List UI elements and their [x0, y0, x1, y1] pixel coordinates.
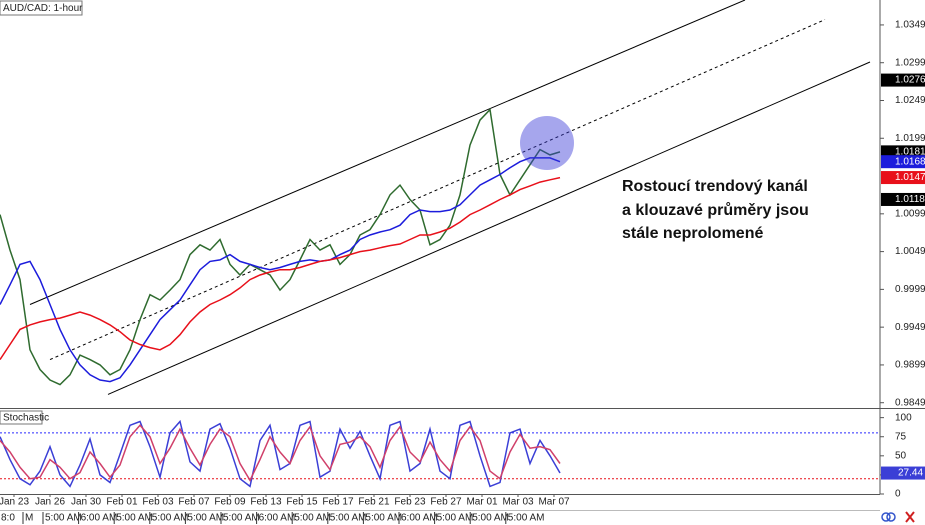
time-label: 5:00 AM — [294, 513, 331, 524]
annotation: stále neprolomené — [622, 225, 763, 242]
time-label: 6:00 AM — [259, 513, 296, 524]
x-tick-label: Feb 07 — [178, 497, 210, 508]
x-tick-label: Feb 27 — [430, 497, 462, 508]
time-label: 5:00 AM — [508, 513, 545, 524]
price-label-box — [881, 73, 925, 87]
x-tick-label: Feb 03 — [142, 497, 174, 508]
price-label-box — [881, 192, 925, 206]
x-tick-label: Feb 21 — [358, 497, 390, 508]
time-label: M — [25, 513, 33, 524]
annotation: a klouzavé průměry jsou — [622, 202, 809, 219]
indicator-box — [0, 410, 43, 425]
y-tick-label: 1.0049 — [895, 246, 925, 257]
y-tick-label: 0.9849 — [895, 397, 925, 408]
trendline — [107, 61, 871, 395]
price-label: 1.0168 — [895, 156, 925, 167]
time-label: 6:00 AM — [81, 513, 118, 524]
price-label: 1.0181 — [895, 147, 925, 158]
highlight-circle — [520, 116, 574, 170]
x-tick-label: Feb 01 — [106, 497, 138, 508]
y-tick-label: 1.0349 — [895, 20, 925, 31]
price-label: 1.0147 — [895, 172, 925, 183]
y-tick-label: 0 — [895, 489, 901, 500]
value-box — [881, 466, 925, 480]
price-label: 1.0276 — [895, 75, 925, 86]
y-tick-label: 50 — [895, 450, 907, 461]
series-line — [0, 157, 561, 383]
y-tick-label: 1.0099 — [895, 208, 925, 219]
title-box — [0, 0, 83, 16]
x-tick-label: Jan 26 — [35, 497, 65, 508]
icon[interactable] — [905, 511, 915, 523]
y-tick-label: 0.9899 — [895, 360, 925, 371]
toolbar-icons[interactable] — [881, 511, 915, 523]
time-label: 5:00 AM — [365, 513, 402, 524]
time-label: 5:00 AM — [437, 513, 474, 524]
x-tick-label: Mar 07 — [538, 497, 570, 508]
x-tick-label: Mar 03 — [502, 497, 534, 508]
x-tick-label: Mar 01 — [466, 497, 498, 508]
chart-title: AUD/CAD: 1-hour — [3, 3, 83, 14]
icon[interactable] — [886, 512, 896, 522]
annotation: Rostoucí trendový kanál — [622, 178, 808, 195]
time-label: 6:00 AM — [401, 513, 438, 524]
time-label: 5:00 AM — [330, 513, 367, 524]
x-tick-label: Feb 15 — [286, 497, 318, 508]
y-tick-label: 0.9949 — [895, 322, 925, 333]
price-label: 1.0118 — [895, 194, 925, 205]
price-label-box — [881, 171, 925, 185]
series-line — [0, 176, 561, 361]
y-tick-label: 100 — [895, 412, 912, 423]
time-label: 5:00 AM — [472, 513, 509, 524]
stochastic-panel — [0, 419, 880, 488]
series-line — [0, 419, 561, 488]
x-tick-label: Jan 23 — [0, 497, 29, 508]
x-tick-label: Feb 13 — [250, 497, 282, 508]
value-label: 27.44 — [898, 468, 923, 479]
time-label: 5:00 AM — [223, 513, 260, 524]
x-tick-label: Feb 17 — [322, 497, 354, 508]
y-tick-label: 0.9999 — [895, 284, 925, 295]
y-tick-label: 1.0249 — [895, 95, 925, 106]
price-label-box — [881, 145, 925, 159]
x-tick-label: Feb 23 — [394, 497, 426, 508]
y-tick-label: 75 — [895, 431, 907, 442]
time-label: 5:00 AM — [45, 513, 82, 524]
price-panel — [0, 0, 871, 395]
time-label: 5:00 AM — [116, 513, 153, 524]
time-label: 5:00 AM — [187, 513, 224, 524]
x-tick-label: Jan 30 — [71, 497, 101, 508]
price-label-box — [881, 155, 925, 169]
time-label: 8:0 — [1, 513, 15, 524]
series-line — [0, 424, 561, 482]
series-line — [0, 107, 561, 386]
x-tick-label: Feb 09 — [214, 497, 246, 508]
trendline — [29, 0, 746, 305]
y-tick-label: 1.0199 — [895, 133, 925, 144]
indicator-title: Stochastic — [3, 413, 49, 424]
icon[interactable] — [881, 512, 891, 522]
time-label: 5:00 AM — [152, 513, 189, 524]
y-tick-label: 1.0299 — [895, 57, 925, 68]
